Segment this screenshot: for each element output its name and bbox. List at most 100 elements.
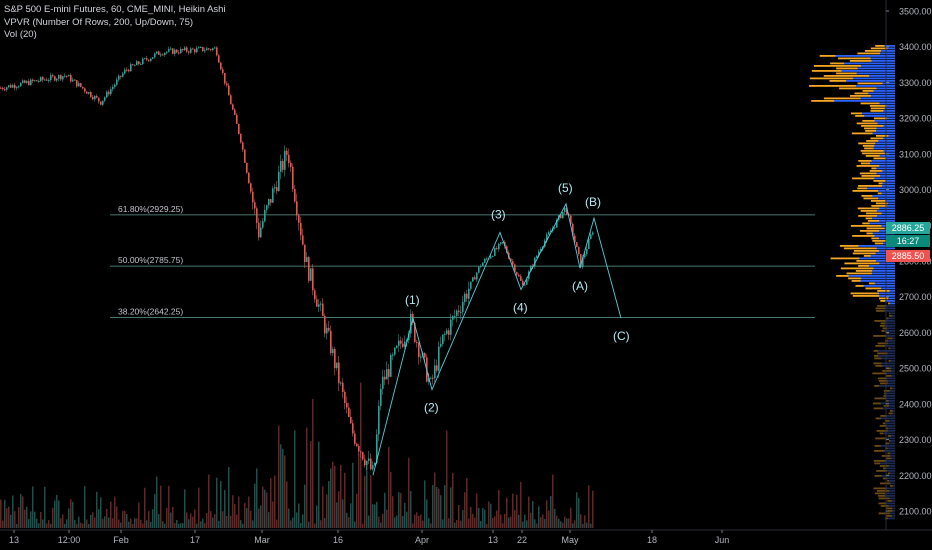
volume-bar: [462, 510, 464, 528]
volume-bar: [440, 495, 442, 528]
candle-body: [140, 63, 142, 65]
vpvr-up-bar: [885, 460, 895, 462]
candle-body: [108, 91, 110, 95]
vpvr-down-bar: [875, 365, 883, 367]
candle-body: [112, 86, 114, 90]
vpvr-down-bar: [877, 192, 882, 195]
vpvr-up-bar: [890, 472, 895, 475]
candle-body: [278, 171, 280, 191]
volume-bar: [512, 493, 514, 528]
candle-body: [408, 333, 410, 341]
vpvr-up-bar: [872, 132, 895, 135]
vpvr-up-bar: [880, 445, 895, 447]
volume-bar: [238, 496, 240, 528]
vpvr-up-bar: [871, 95, 895, 97]
candle-body: [172, 48, 174, 54]
candle-body: [364, 459, 366, 466]
vpvr-down-bar: [830, 62, 845, 65]
candle-body: [124, 69, 126, 74]
candle-body: [68, 75, 70, 77]
time-axis[interactable]: 13 12:00 Feb 17 Mar 16 Apr 13 22 May 18 Jun: [0, 529, 932, 545]
vpvr-up-bar: [869, 222, 895, 225]
candle-body: [30, 79, 32, 86]
vpvr-up-bar: [887, 202, 895, 205]
volume-bar: [404, 502, 406, 528]
volume-bar: [524, 514, 526, 528]
volume-bar: [500, 514, 502, 528]
volume-bar: [90, 514, 92, 528]
wave-path[interactable]: [372, 202, 622, 476]
volume-bar: [140, 519, 142, 528]
vpvr-down-bar: [874, 450, 885, 452]
vpvr-up-bar: [884, 152, 895, 155]
vpvr-down-bar: [887, 452, 891, 455]
elliott-wave-lines[interactable]: (1) (2) (3) (4) (5) (A) (B) (C): [372, 181, 630, 476]
vpvr-down-bar: [882, 422, 886, 425]
volume-bar: [430, 523, 432, 528]
candle-body: [114, 84, 116, 87]
vpvr-down-bar: [858, 265, 869, 267]
vpvr-up-bar: [888, 332, 895, 335]
fibonacci-levels[interactable]: 61.80%(2929.25) 50.00%(2785.75) 38.20%(264…: [110, 204, 815, 318]
candle-body: [306, 257, 308, 263]
wave-label[interactable]: (A): [572, 279, 588, 293]
vpvr-up-bar: [885, 300, 895, 302]
candle-body: [448, 330, 450, 335]
vpvr-up-bar: [887, 477, 895, 480]
wave-label[interactable]: (4): [513, 301, 528, 315]
symbol-title[interactable]: S&P 500 E-mini Futures, 60, CME_MINI, He…: [4, 4, 226, 15]
vpvr-down-bar: [850, 292, 880, 295]
volume-bar: [110, 501, 112, 528]
vpvr-down-bar: [865, 217, 873, 220]
vpvr-down-bar: [857, 82, 883, 85]
volume-bar: [270, 478, 272, 528]
wave-label[interactable]: (C): [613, 329, 630, 343]
vpvr-up-bar: [886, 335, 895, 337]
candle-body: [344, 391, 346, 404]
candle-body: [496, 247, 498, 250]
wave-label[interactable]: (1): [405, 293, 420, 307]
vpvr-up-bar: [881, 192, 895, 195]
candle-body: [312, 268, 314, 291]
candle-body: [80, 83, 82, 87]
volume-bar: [336, 502, 338, 528]
candle-body: [134, 65, 136, 67]
candle-body: [42, 77, 44, 80]
price-tick-label: 2100.00: [899, 507, 932, 517]
vpvr-down-bar: [879, 432, 884, 435]
volume-bar: [498, 489, 500, 528]
vpvr-down-bar: [839, 87, 877, 90]
vpvr-indicator-label[interactable]: VPVR (Number Of Rows, 200, Up/Down, 75): [4, 16, 194, 28]
volume-bar: [458, 505, 460, 528]
volume-bar: [470, 506, 472, 528]
candle-body: [14, 85, 16, 88]
vpvr-up-bar: [885, 322, 895, 325]
candle-body: [208, 48, 210, 50]
vpvr-down-bar: [851, 132, 873, 135]
candle-body: [308, 257, 310, 281]
candle-body: [300, 222, 302, 236]
wave-label[interactable]: (5): [558, 181, 573, 195]
wave-label[interactable]: (2): [424, 401, 439, 415]
volume-bar: [56, 494, 58, 528]
candle-body: [362, 452, 364, 460]
volume-bar: [538, 506, 540, 528]
candle-body: [28, 81, 30, 86]
volume-indicator-label[interactable]: Vol (20): [4, 29, 37, 40]
volume-bar: [44, 486, 46, 528]
wave-label[interactable]: (B): [585, 195, 601, 209]
volume-bar: [542, 514, 544, 528]
vpvr-up-bar: [878, 355, 895, 357]
volume-bar: [426, 499, 428, 528]
vpvr-up-bar: [892, 315, 895, 317]
candle-body: [126, 69, 128, 71]
vpvr-up-bar: [879, 292, 895, 295]
candle-body: [210, 49, 212, 51]
vpvr-down-bar: [840, 267, 874, 270]
volume-bar: [4, 499, 6, 528]
vpvr-down-bar: [878, 377, 887, 380]
wave-label[interactable]: (3): [491, 207, 506, 221]
vpvr-up-bar: [871, 60, 895, 62]
candle-body: [366, 460, 368, 466]
